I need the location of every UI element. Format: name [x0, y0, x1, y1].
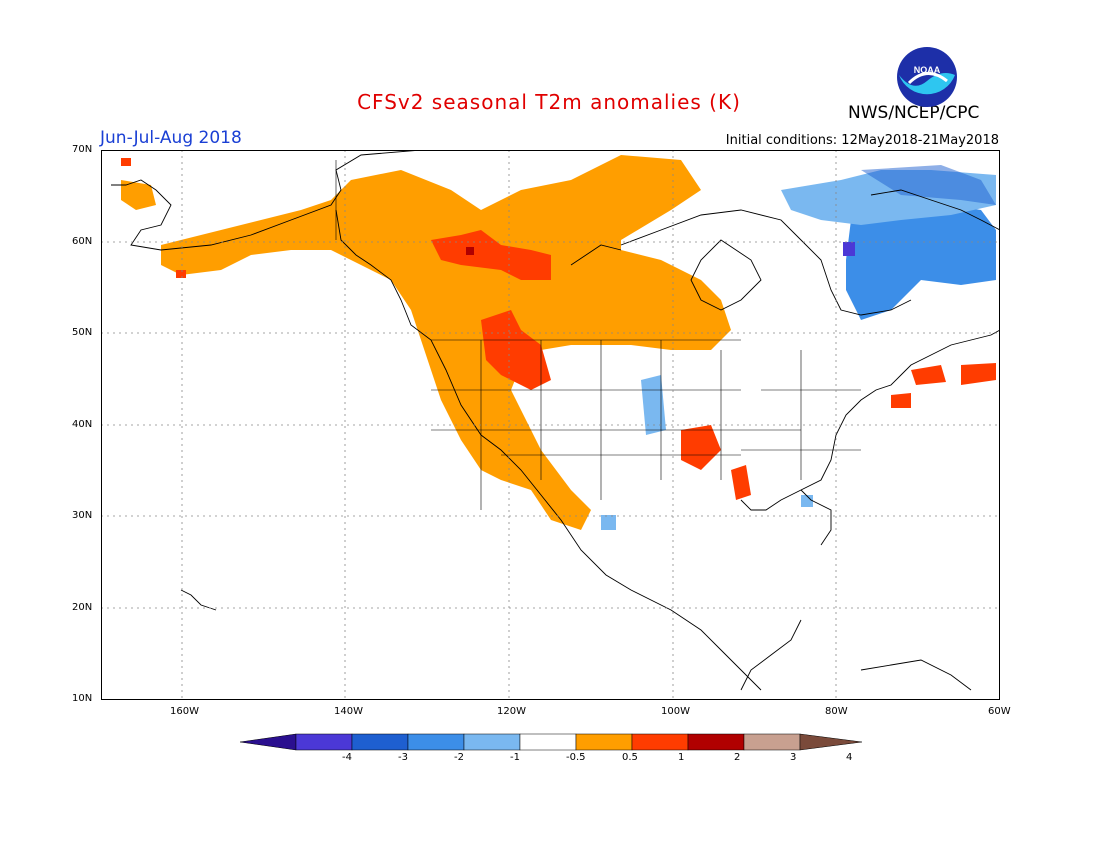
legend-label: -3 [398, 752, 408, 763]
lat-label: 50N [72, 327, 93, 338]
graticule [101, 150, 1000, 700]
color-legend [240, 733, 862, 751]
noaa-logo: NOAA [897, 47, 957, 107]
legend-swatch [295, 733, 353, 751]
lon-label: 100W [661, 706, 690, 717]
legend-label: 4 [846, 752, 853, 763]
lat-label: 20N [72, 602, 93, 613]
initial-conditions: Initial conditions: 12May2018-21May2018 [725, 133, 999, 148]
legend-label: -4 [342, 752, 352, 763]
legend-swatch [519, 733, 577, 751]
lat-label: 10N [72, 693, 93, 704]
lat-label: 70N [72, 144, 93, 155]
legend-swatch [407, 733, 465, 751]
legend-swatch [575, 733, 633, 751]
legend-label: -0.5 [566, 752, 586, 763]
coastlines [111, 150, 1000, 691]
legend-swatch-arrow-low [240, 733, 297, 751]
legend-swatch-arrow-high [799, 733, 862, 751]
legend-labels: -4 -3 -2 -1 -0.5 0.5 1 2 3 4 [240, 752, 862, 768]
legend-label: 0.5 [622, 752, 638, 763]
forecast-period: Jun-Jul-Aug 2018 [100, 128, 242, 148]
lon-label: 80W [825, 706, 848, 717]
legend-label: 1 [678, 752, 685, 763]
map-title: CFSv2 seasonal T2m anomalies (K) [357, 90, 741, 114]
legend-swatch [351, 733, 409, 751]
political-borders [335, 160, 861, 510]
legend-label: -1 [510, 752, 520, 763]
lat-label: 30N [72, 510, 93, 521]
lon-label: 160W [170, 706, 199, 717]
lon-label: 120W [497, 706, 526, 717]
legend-label: 3 [790, 752, 797, 763]
warm-anomaly-regions [121, 155, 996, 530]
legend-swatch [631, 733, 689, 751]
legend-label: -2 [454, 752, 464, 763]
legend-swatch [687, 733, 745, 751]
legend-label: 2 [734, 752, 741, 763]
anomaly-map [101, 150, 1000, 700]
logo-text: NOAA [914, 65, 941, 75]
lon-label: 140W [334, 706, 363, 717]
legend-swatch [743, 733, 801, 751]
lat-label: 40N [72, 419, 93, 430]
agency-label: NWS/NCEP/CPC [848, 103, 980, 123]
legend-swatch [463, 733, 521, 751]
lon-label: 60W [988, 706, 1011, 717]
lat-label: 60N [72, 236, 93, 247]
